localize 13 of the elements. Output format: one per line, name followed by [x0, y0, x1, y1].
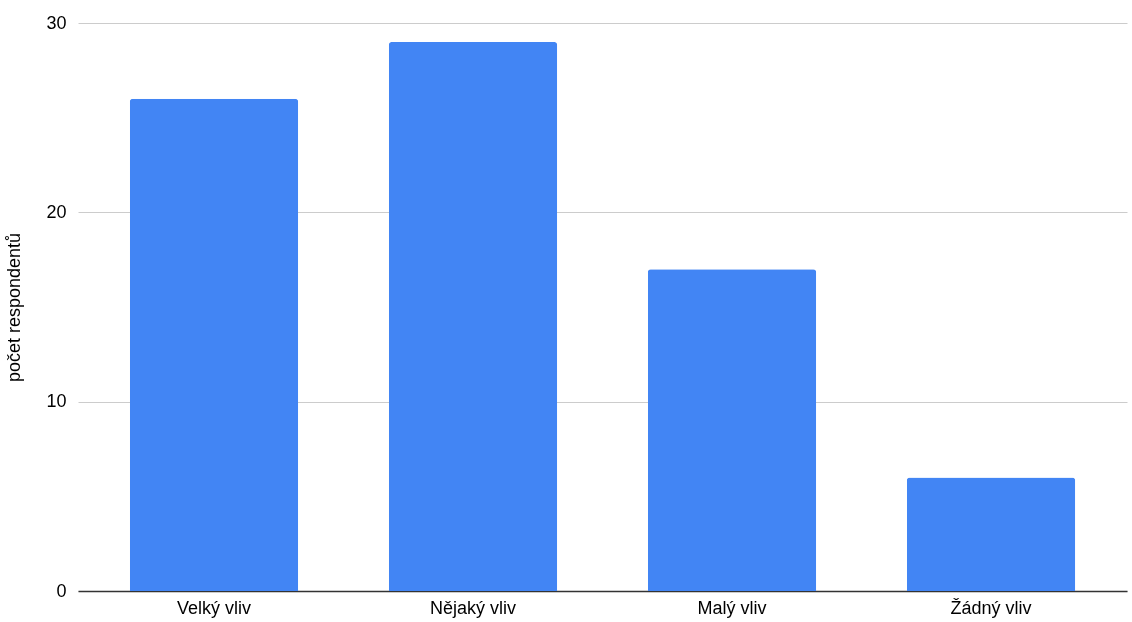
x-tick-label: Žádný vliv [950, 597, 1032, 618]
bar [647, 269, 817, 591]
bar [129, 98, 299, 591]
bar [906, 477, 1076, 591]
x-tick-label: Malý vliv [697, 597, 767, 618]
bar [388, 41, 558, 591]
y-tick-label: 10 [46, 391, 67, 412]
y-tick-label: 20 [46, 201, 67, 222]
y-axis-title: počet respondentů [4, 232, 25, 383]
x-tick-label: Nějaký vliv [429, 597, 517, 618]
y-tick-label: 30 [46, 12, 67, 33]
y-tick-label: 0 [56, 580, 67, 601]
x-tick-label: Velký vliv [176, 597, 251, 618]
